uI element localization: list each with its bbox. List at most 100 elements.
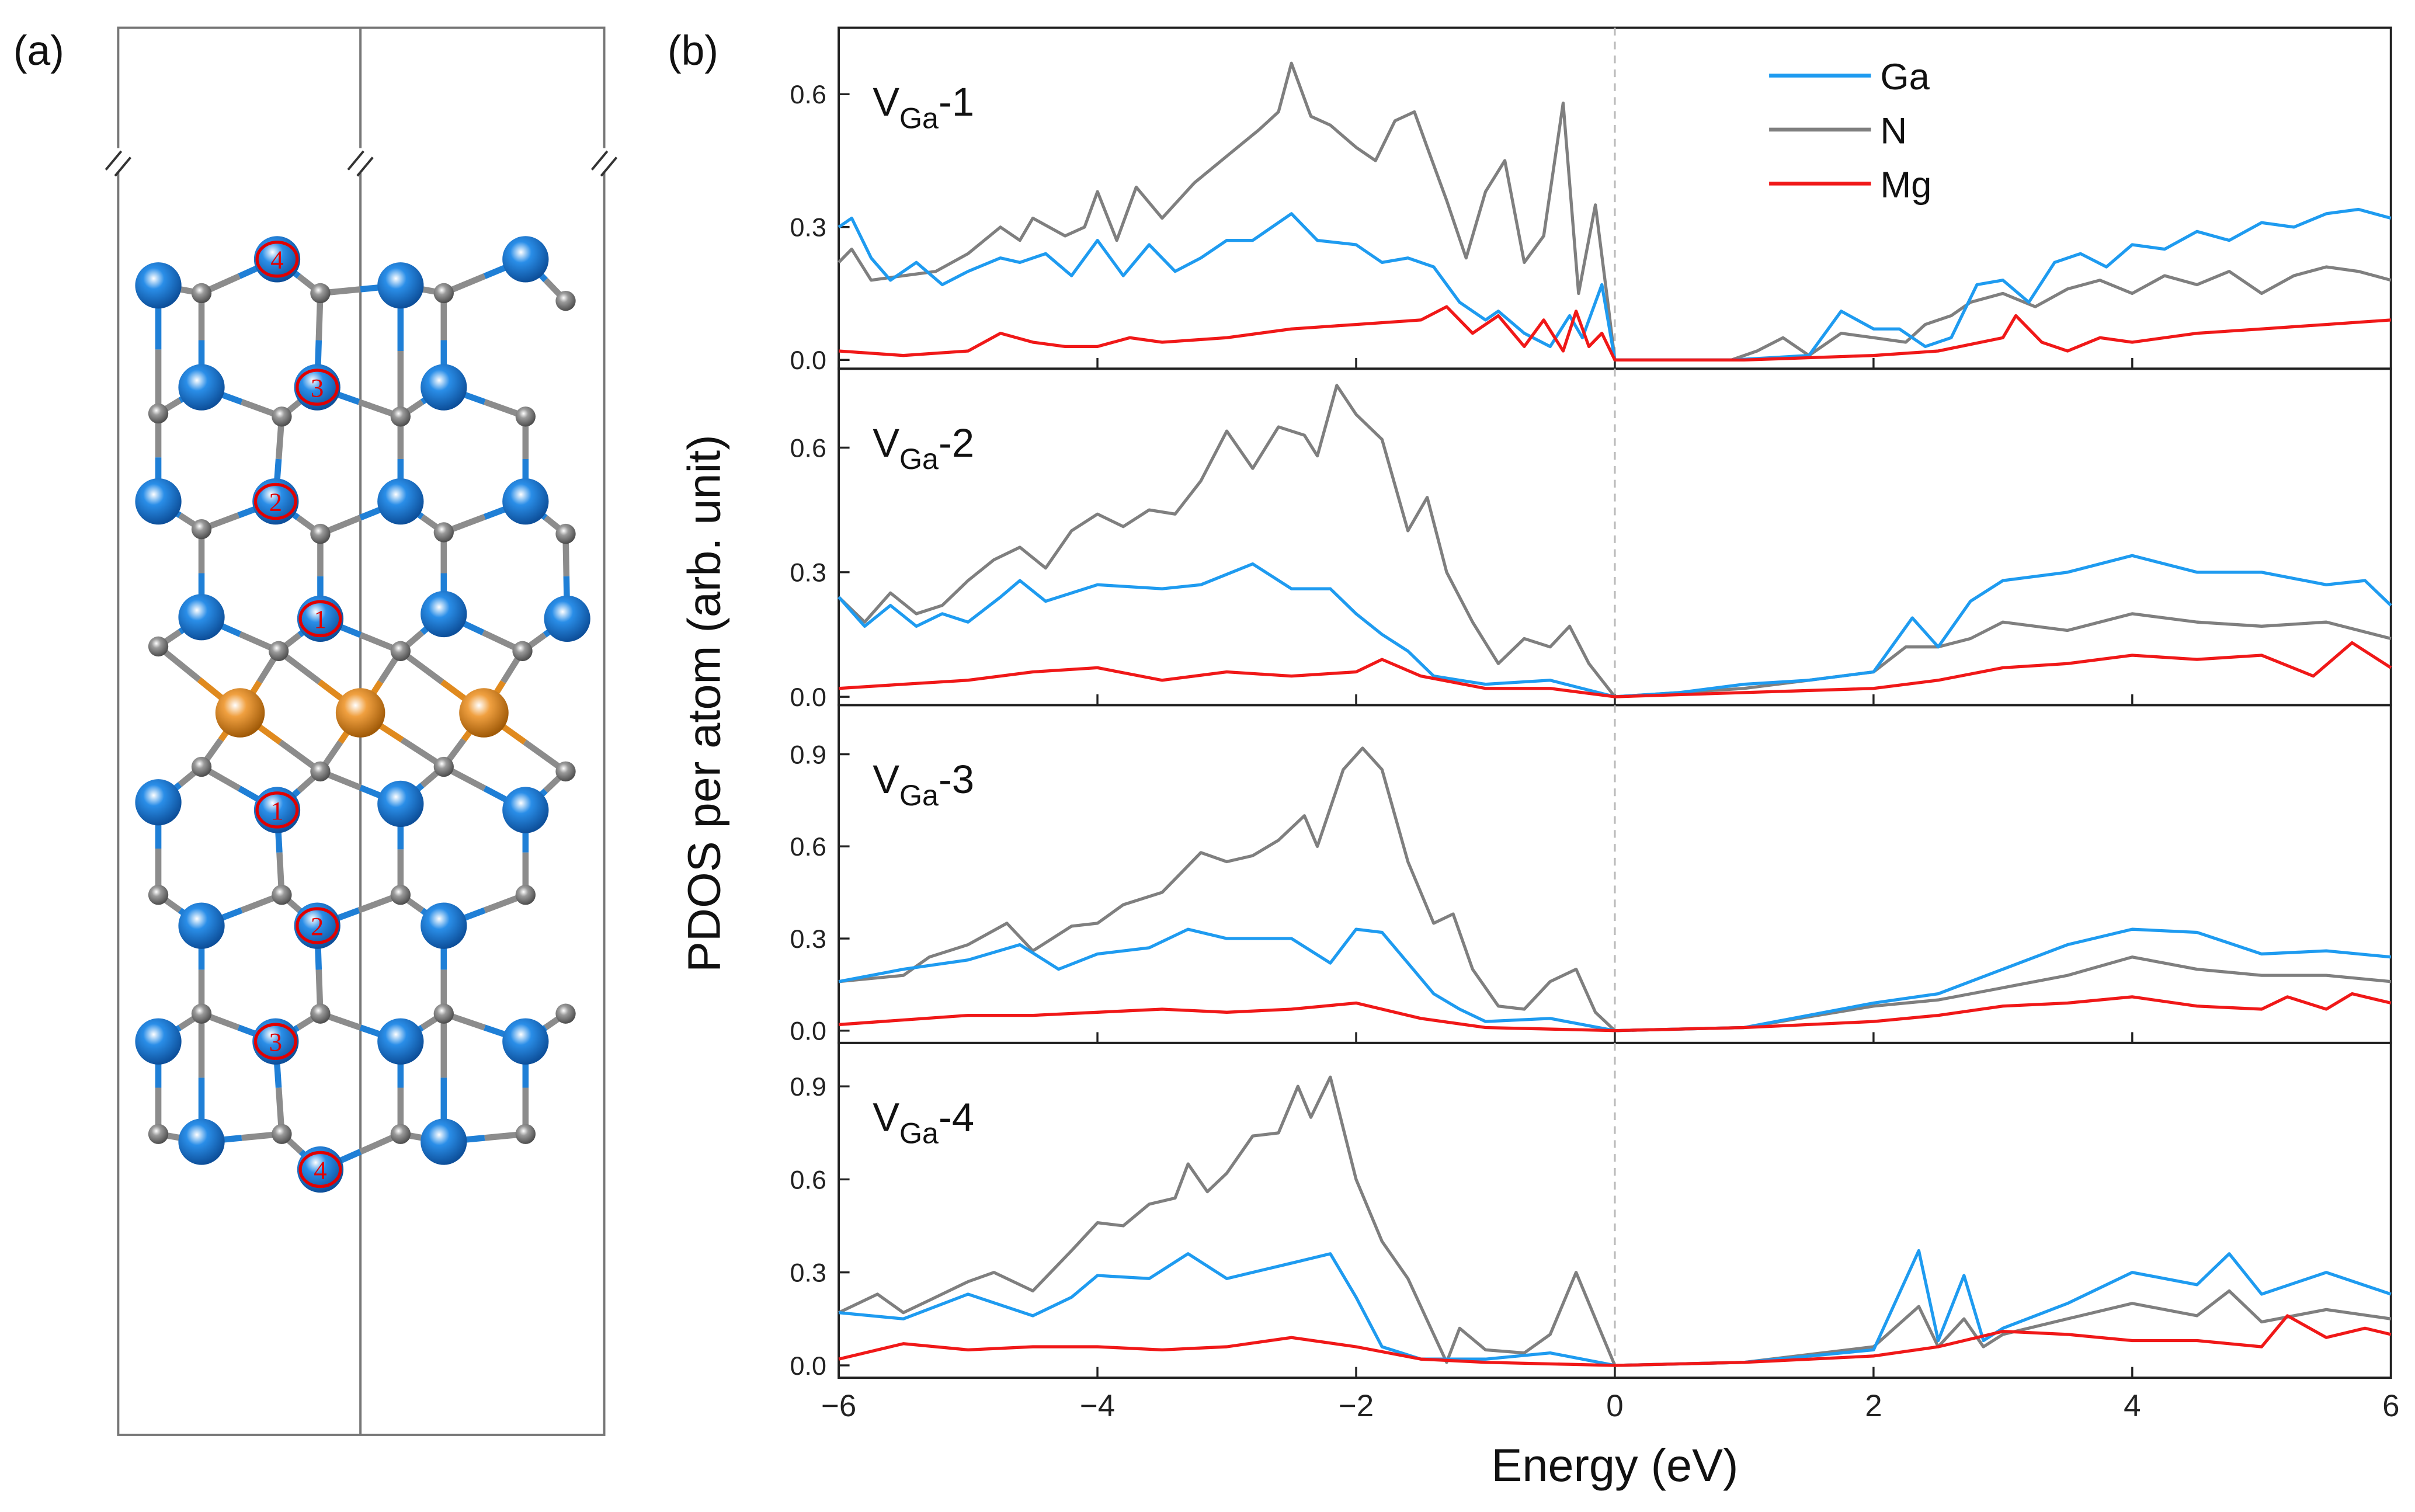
label-subscript: Ga [899, 779, 939, 812]
n-atom [310, 1003, 331, 1024]
y-tick-label: 0.6 [790, 1165, 826, 1194]
ga-atom [544, 595, 590, 642]
label-main: V [873, 79, 899, 124]
ga-atom [377, 262, 424, 309]
panel-a-label: (a) [13, 27, 64, 74]
x-tick-label: 6 [2382, 1389, 2399, 1423]
ga-atom [421, 902, 467, 949]
series-line-mg [838, 992, 2392, 1033]
ga-atom [502, 787, 549, 833]
ga-atom [421, 364, 467, 411]
panel-label: VGa-1 [873, 79, 974, 134]
y-tick-label: 0.3 [790, 924, 826, 954]
legend: Ga N Mg [1769, 57, 1931, 206]
ga-atom [178, 1118, 225, 1165]
site-label: 4 [270, 245, 283, 274]
n-atom [148, 636, 169, 657]
legend-label-ga: Ga [1880, 57, 1930, 98]
y-tick-label: 0.9 [790, 739, 826, 769]
x-tick-label: −4 [1080, 1389, 1115, 1423]
site-marker-circle [255, 241, 299, 278]
panel-b-label: (b) [668, 27, 718, 74]
ga-atom [252, 1018, 299, 1065]
series-line-mg [838, 641, 2392, 698]
n-atom [310, 523, 331, 544]
legend-label-n: N [1880, 111, 1907, 152]
series-line-n [838, 1075, 2392, 1367]
ga-atom [135, 262, 182, 309]
n-atom [555, 290, 576, 311]
axis-break-mark [347, 150, 364, 171]
n-atom [390, 406, 411, 427]
n-atom [515, 1124, 536, 1144]
n-atom [390, 1124, 411, 1144]
ga-atom [297, 595, 344, 642]
n-atom [310, 761, 331, 782]
series-line-mg [838, 305, 2391, 362]
site-marker-circle [253, 482, 297, 520]
mg-atom [215, 688, 265, 738]
structure-panel: (a) 4 3 2 1 1 2 3 4 [13, 26, 618, 1436]
y-tick-label: 0.6 [790, 433, 826, 463]
n-atom [555, 761, 576, 782]
legend-label-mg: Mg [1880, 165, 1931, 206]
series-line-ga [838, 1249, 2392, 1367]
y-tick-label: 0.3 [790, 558, 826, 588]
site-marker-circle [298, 1150, 342, 1188]
axis-break-mark [356, 157, 374, 177]
site-label: 2 [311, 912, 324, 941]
y-tick-label: 0.3 [790, 213, 826, 242]
y-tick-label: 0.0 [790, 1351, 826, 1381]
x-tick-label: 0 [1606, 1389, 1623, 1423]
site-label: 4 [314, 1155, 326, 1184]
y-tick-label: 0.6 [790, 79, 826, 109]
site-marker-circle [253, 1023, 297, 1060]
pdos-panel: (b) PDOS per atom (arb. unit) Energy (eV… [668, 26, 2399, 1491]
ga-atom [502, 236, 549, 283]
ga-atom [135, 1018, 182, 1065]
axis-break-mark [600, 157, 618, 177]
n-atom [191, 756, 212, 777]
axis-break-mark [590, 150, 609, 171]
pdos-subplot-2: 0.0 0.3 0.6 VGa-2 [790, 367, 2392, 712]
ga-atom [502, 478, 549, 525]
n-atom [310, 283, 331, 304]
n-atom [191, 519, 212, 540]
site-label: 3 [311, 373, 324, 402]
x-tick-label: 2 [1865, 1389, 1882, 1423]
axis-break-gap [595, 148, 614, 173]
series-line-n [838, 746, 2392, 1033]
n-atom [272, 406, 292, 427]
ga-atom [377, 478, 424, 525]
ga-atom [294, 364, 340, 411]
ga-atom [421, 590, 467, 638]
ga-atom [421, 1118, 467, 1165]
n-atom [433, 1003, 454, 1024]
y-axis-label: PDOS per atom (arb. unit) [678, 435, 730, 972]
ga-atom [135, 478, 182, 525]
y-tick-label: 0.0 [790, 682, 826, 712]
site-marker-circle [298, 600, 342, 638]
axis-break-gap [109, 148, 128, 173]
n-atom [515, 885, 536, 905]
y-tick-label: 0.3 [790, 1258, 826, 1288]
axis-break-mark [114, 157, 132, 177]
pdos-subplot-4: 0.0 0.3 0.6 0.9 −6 −4 −2 0 2 4 6 VGa-4 [790, 1041, 2399, 1423]
label-subscript: Ga [899, 102, 939, 134]
n-atom [148, 403, 169, 424]
ga-atom [502, 1018, 549, 1065]
site-label: 1 [314, 604, 326, 634]
label-subscript: Ga [899, 443, 939, 475]
y-tick-label: 0.0 [790, 1016, 826, 1046]
n-atom [512, 641, 533, 662]
ga-atom [178, 364, 225, 411]
ga-atom [253, 787, 301, 833]
n-atom [433, 522, 454, 543]
panel-label: VGa-3 [873, 757, 974, 812]
label-suffix: -1 [939, 79, 974, 124]
panel-label: VGa-4 [873, 1094, 974, 1149]
ga-atom [297, 1146, 344, 1193]
n-atom [515, 406, 536, 427]
site-label: 1 [270, 796, 283, 825]
